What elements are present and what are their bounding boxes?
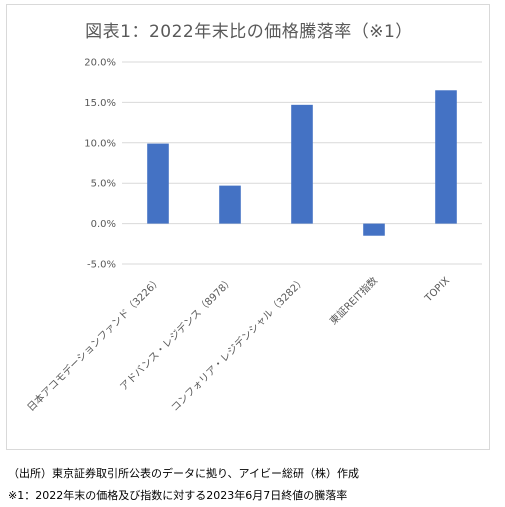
y-tick-label: 20.0% [84,58,116,69]
category-label: 東証REIT指数 [327,274,380,327]
y-tick-label: 10.0% [84,138,116,149]
category-label: アドバンス・レジデンス（8978） [117,274,236,393]
footnote: ※1：2022年末の価格及び指数に対する2023年6月7日終値の騰落率 [8,489,348,502]
y-tick-label: 5.0% [91,179,116,190]
bar [363,223,385,236]
chart-title: 図表1：2022年末比の価格騰落率（※1） [85,22,413,42]
source-note: （出所）東京証券取引所公表のデータに拠り、アイビー総研（株）作成 [8,467,360,480]
y-tick-label: -5.0% [87,260,116,271]
y-tick-label: 0.0% [91,219,116,230]
category-label: 日本アコモデーションファンド（3226） [24,274,164,414]
bar-chart: 20.0% 15.0% 10.0% 5.0% 0.0% -5.0% 日本アコモデーションフ… [24,58,482,414]
chart-area: 図表1：2022年末比の価格騰落率（※1） 20.0% 15.0% 10.0% 5.0… [6,4,490,450]
category-label: コンフォリア・レジデンシャル（3282） [168,274,308,414]
bar [147,143,169,224]
category-label: TOPIX [423,275,453,305]
bar [219,185,241,224]
y-tick-label: 15.0% [84,98,116,109]
bar [291,104,313,224]
bar [435,90,457,224]
